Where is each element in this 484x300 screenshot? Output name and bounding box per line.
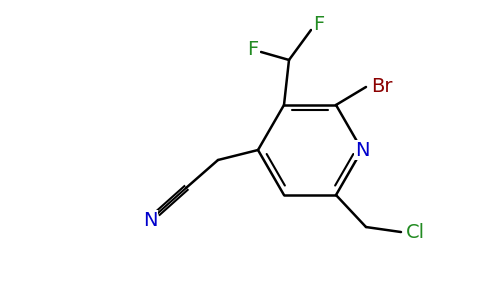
Text: F: F: [247, 40, 258, 59]
Text: Cl: Cl: [406, 223, 424, 242]
Text: Br: Br: [371, 77, 393, 97]
Text: N: N: [355, 140, 369, 160]
Text: F: F: [313, 16, 325, 34]
Text: N: N: [143, 211, 157, 230]
